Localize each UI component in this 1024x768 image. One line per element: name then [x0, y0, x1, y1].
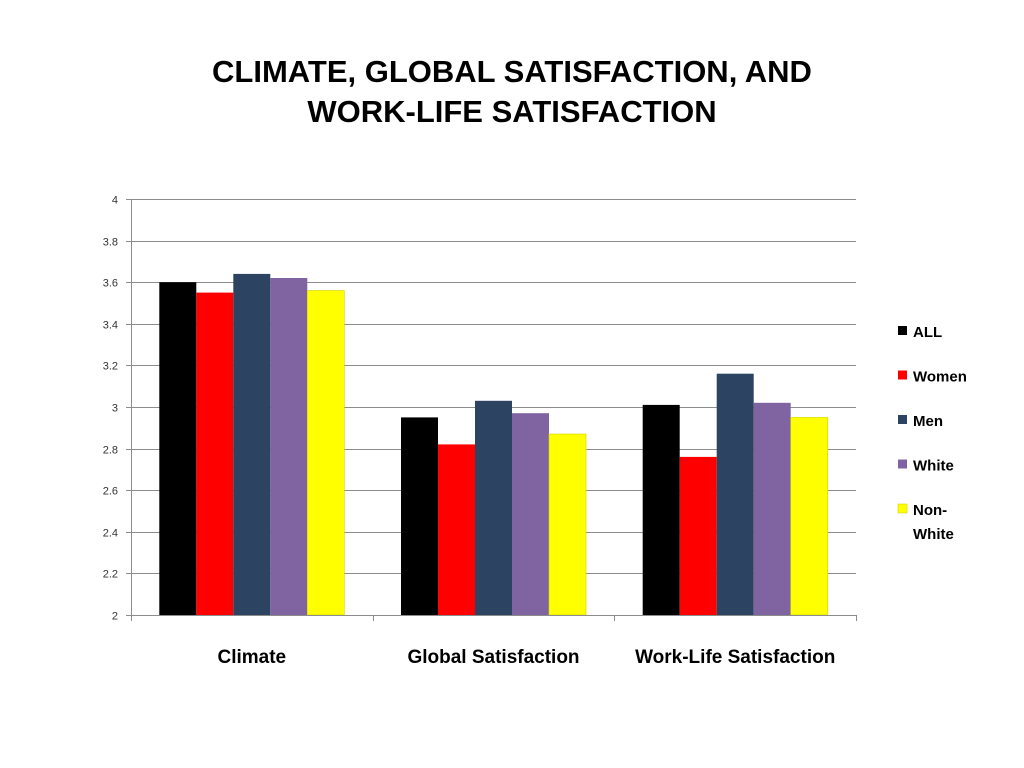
bar-men-1: [233, 273, 271, 615]
legend-label: Non-: [913, 502, 947, 519]
bar-white-1: [270, 278, 308, 615]
bar-non-white-3: [790, 417, 829, 616]
bar-women-3: [679, 456, 717, 615]
axes: [126, 199, 857, 621]
legend-item-all: ALL: [898, 324, 942, 341]
bar-men-2: [475, 400, 512, 615]
y-tick-label: 2: [112, 611, 118, 623]
y-tick-label: 3.4: [103, 320, 118, 332]
legend-item-white: White: [898, 458, 954, 475]
legend-swatch: [898, 459, 907, 469]
legend-label: Women: [913, 369, 967, 386]
legend-item-women: Women: [898, 369, 967, 386]
legend-label: Men: [913, 413, 943, 430]
chart-title: CLIMATE, GLOBAL SATISFACTION, AND WORK-L…: [112, 52, 912, 132]
y-tick-labels: 2 2.2 2.4 2.6 2.8 3 3.2 3.4 3.6 3.8 4: [103, 195, 118, 623]
y-tick-label: 2.8: [103, 445, 118, 457]
x-category-label: Global Satisfaction: [407, 647, 579, 668]
y-tick-label: 3.6: [103, 278, 118, 290]
bar-white-3: [753, 402, 791, 615]
bar-women-2: [438, 444, 475, 615]
chart-title-line-1: CLIMATE, GLOBAL SATISFACTION, AND: [212, 54, 812, 89]
bar-all-2: [401, 417, 438, 615]
legend-swatch: [898, 415, 907, 424]
y-tick-label: 2.2: [103, 569, 118, 581]
bar-men-3: [716, 373, 754, 615]
y-tick-label: 2.4: [103, 528, 118, 540]
legend-item-non-white: Non- White: [897, 502, 954, 543]
bar-all-1: [159, 282, 197, 615]
bar-white-2: [512, 413, 549, 615]
legend-label: White: [913, 458, 954, 475]
y-tick-label: 3.8: [103, 237, 118, 249]
y-tick-label: 2.6: [103, 486, 118, 498]
y-tick-label: 3.2: [103, 361, 118, 373]
chart-title-line-2: WORK-LIFE SATISFACTION: [307, 94, 717, 129]
bar-non-white-2: [548, 433, 587, 616]
bar-women-1: [196, 292, 234, 615]
bar-non-white-1: [306, 290, 345, 616]
legend-label: ALL: [913, 324, 942, 341]
y-tick-label: 4: [112, 195, 118, 207]
x-category-label: Climate: [217, 647, 286, 668]
legend: ALL Women Men White Non- White: [897, 324, 967, 543]
bars: [159, 273, 829, 616]
legend-item-men: Men: [898, 413, 943, 430]
legend-swatch: [898, 370, 907, 380]
legend-swatch: [897, 503, 908, 514]
legend-label: White: [913, 526, 954, 543]
y-tick-label: 3: [112, 403, 118, 415]
bar-all-3: [642, 404, 680, 615]
x-category-label: Work-Life Satisfaction: [635, 647, 835, 668]
x-category-labels: Climate Global Satisfaction Work-Life Sati…: [217, 647, 835, 668]
legend-swatch: [898, 326, 907, 335]
